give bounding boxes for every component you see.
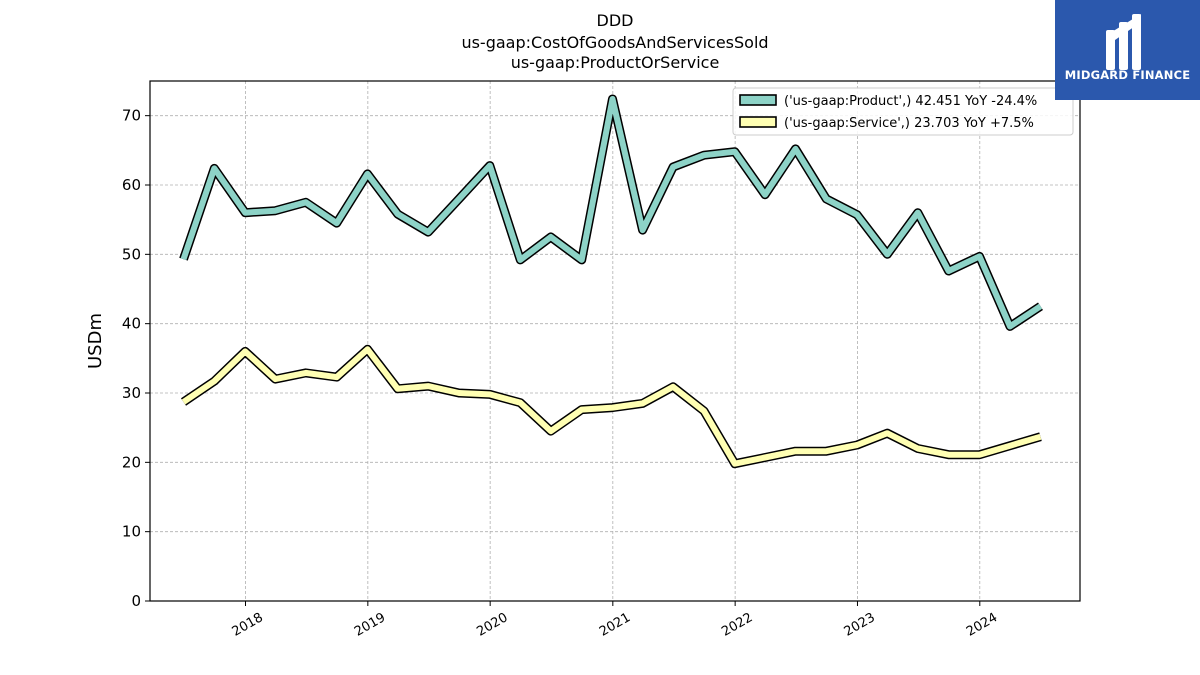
y-tick-label: 50 — [122, 245, 141, 263]
legend: ('us-gaap:Product',) 42.451 YoY -24.4% ('… — [732, 87, 1074, 136]
y-tick-label: 70 — [122, 107, 141, 125]
chart-subtitle-1: us-gaap:CostOfGoodsAndServicesSold — [461, 33, 769, 52]
x-tick-label: 2020 — [474, 610, 510, 640]
legend-swatch-1 — [739, 116, 777, 128]
logo: MIDGARD FINANCE — [1055, 0, 1200, 100]
x-tick-label: 2023 — [842, 610, 878, 640]
series-line-0 — [180, 96, 1043, 330]
logo-text: MIDGARD FINANCE — [1064, 68, 1191, 82]
x-tick-label: 2022 — [719, 610, 755, 640]
chart-subtitle-2: us-gaap:ProductOrService — [510, 53, 720, 72]
y-tick-label: 0 — [131, 592, 141, 610]
legend-swatch-0 — [739, 94, 777, 106]
logo-icon — [1106, 14, 1141, 70]
y-axis-label: USDm — [85, 313, 106, 369]
y-tick-label: 40 — [122, 315, 141, 333]
y-tick-label: 20 — [122, 453, 141, 471]
legend-box — [732, 87, 1074, 136]
x-tick-label: 2018 — [230, 610, 266, 640]
chart-title: DDD — [596, 11, 634, 30]
x-tick-label: 2024 — [964, 610, 1000, 640]
series-line-1 — [181, 346, 1042, 467]
y-tick-label: 10 — [122, 523, 141, 541]
legend-label-0: ('us-gaap:Product',) 42.451 YoY -24.4% — [784, 94, 1037, 109]
plot-frame — [149, 80, 1081, 602]
x-tick-label: 2019 — [352, 610, 388, 640]
y-tick-label: 60 — [122, 176, 141, 194]
legend-label-1: ('us-gaap:Service',) 23.703 YoY +7.5% — [784, 116, 1034, 131]
x-tick-label: 2021 — [597, 610, 633, 640]
y-tick-label: 30 — [122, 384, 141, 402]
